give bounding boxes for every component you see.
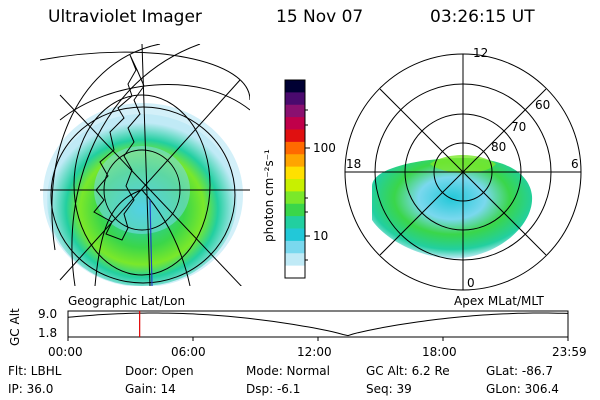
xtick-1200: 12:00 — [297, 345, 332, 359]
colorbar-unit-label: photon cm⁻²s⁻¹ — [262, 149, 276, 242]
colorbar-band — [285, 253, 305, 267]
colorbar-band — [285, 154, 305, 168]
colorbar-band — [285, 179, 305, 192]
lat-label-60: 60 — [535, 98, 551, 112]
mlt-label-18: 18 — [346, 157, 362, 171]
seq-readout: Seq: 39 — [366, 382, 412, 396]
gc-alt-readout: GC Alt: 6.2 Re — [366, 364, 450, 378]
altitude-plot — [67, 310, 569, 341]
ip-readout: IP: 36.0 — [8, 382, 54, 396]
colorbar-band — [285, 92, 305, 106]
filter-readout: Flt: LBHL — [8, 364, 62, 378]
terminator-line — [149, 199, 153, 287]
date-label: 15 Nov 07 — [276, 7, 364, 27]
mlt-label-0: 0 — [467, 276, 475, 290]
xtick-0000: 00:00 — [48, 345, 83, 359]
colorbar-label-10: 10 — [313, 229, 329, 243]
mlt-label-12: 12 — [473, 46, 489, 60]
time-label: 03:26:15 UT — [430, 7, 535, 27]
colorbar-band — [285, 191, 305, 205]
colorbar-band — [285, 265, 305, 279]
aurora-oval-polar — [372, 158, 533, 259]
altitude-ytick-low: 1.8 — [38, 326, 58, 340]
instrument-title: Ultraviolet Imager — [48, 7, 202, 27]
dsp-readout: Dsp: -6.1 — [246, 382, 301, 396]
geographic-caption: Geographic Lat/Lon — [68, 294, 186, 308]
lat-label-70: 70 — [511, 120, 527, 134]
colorbar-band — [285, 104, 305, 118]
colorbar-band — [285, 141, 305, 155]
altitude-ylabel: GC Alt — [8, 308, 22, 346]
xtick-2359: 23:59 — [552, 345, 587, 359]
xtick-0600: 06:00 — [171, 345, 206, 359]
colorbar-frame — [284, 79, 306, 279]
door-readout: Door: Open — [125, 364, 194, 378]
polar-caption: Apex MLat/MLT — [454, 294, 544, 308]
colorbar-band — [285, 240, 305, 254]
colorbar — [285, 80, 305, 279]
geographic-map — [40, 44, 250, 286]
colorbar-band — [285, 117, 305, 130]
colorbar-band — [285, 80, 305, 93]
colorbar-band — [285, 203, 305, 217]
gain-readout: Gain: 14 — [125, 382, 176, 396]
mode-readout: Mode: Normal — [246, 364, 330, 378]
colorbar-band — [285, 228, 305, 242]
polar-map — [344, 53, 582, 291]
glon-readout: GLon: 306.4 — [486, 382, 559, 396]
glat-readout: GLat: -86.7 — [486, 364, 553, 378]
colorbar-band — [285, 166, 305, 180]
altitude-curve — [67, 312, 569, 337]
altitude-ytick-high: 9.0 — [38, 307, 58, 321]
coastline — [93, 54, 145, 241]
lat-label-80: 80 — [491, 140, 507, 154]
mlt-label-6: 6 — [571, 157, 579, 171]
colorbar-label-100: 100 — [313, 141, 336, 155]
xtick-1800: 18:00 — [422, 345, 457, 359]
colorbar-band — [285, 129, 305, 143]
colorbar-band — [285, 216, 305, 229]
